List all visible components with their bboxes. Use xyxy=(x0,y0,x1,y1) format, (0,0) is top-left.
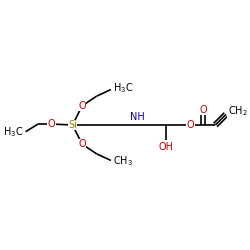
Text: CH$_2$: CH$_2$ xyxy=(228,105,248,118)
Text: O: O xyxy=(186,120,194,130)
Text: O: O xyxy=(199,105,207,115)
Text: OH: OH xyxy=(158,142,173,152)
Text: O: O xyxy=(78,101,86,111)
Text: O: O xyxy=(48,119,55,129)
Text: H$_3$C: H$_3$C xyxy=(113,82,133,96)
Text: NH: NH xyxy=(130,112,145,122)
Text: Si: Si xyxy=(68,120,77,130)
Text: O: O xyxy=(78,139,86,149)
Text: H$_3$C: H$_3$C xyxy=(3,125,24,138)
Text: CH$_3$: CH$_3$ xyxy=(113,154,133,168)
